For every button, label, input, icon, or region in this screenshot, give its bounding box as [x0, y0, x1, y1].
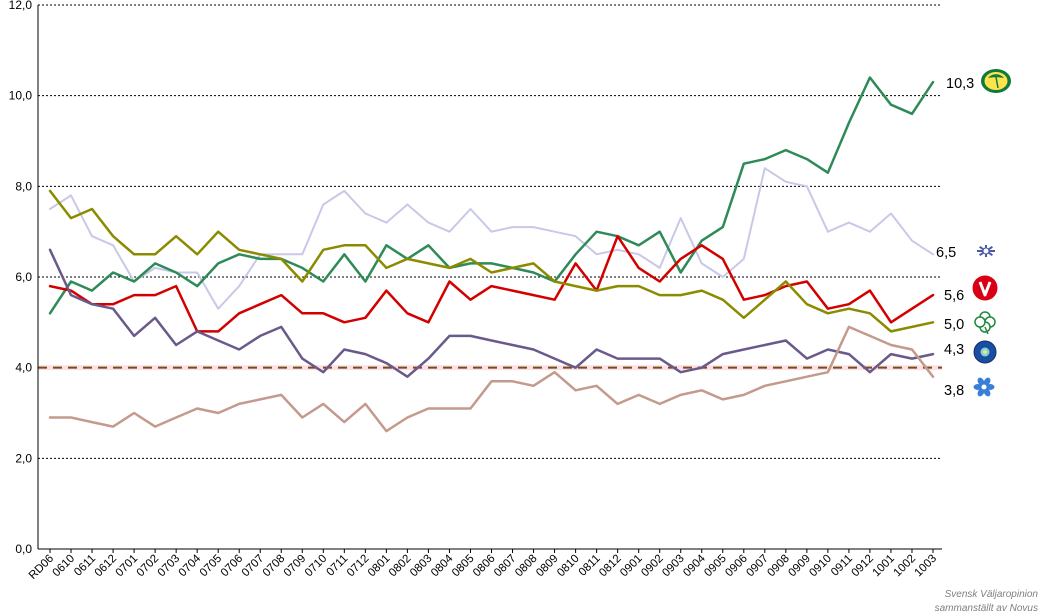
x-tick-label: 0709 [282, 553, 309, 580]
y-tick-label: 6,0 [15, 270, 32, 284]
s-icon [973, 377, 995, 397]
x-tick-label: 0901 [618, 553, 645, 580]
x-tick-label: 0806 [471, 553, 498, 580]
x-tick-label: 0809 [534, 553, 561, 580]
x-tick-label: 0910 [807, 553, 834, 580]
x-tick-label: 0810 [555, 553, 582, 580]
x-tick-label: 0811 [577, 553, 603, 579]
y-tick-label: 10,0 [9, 89, 33, 103]
end-labels: 6,5 10,3 5,6 5,0 4,3 3,8 [936, 76, 974, 399]
kd-icon [977, 245, 995, 257]
mp-icon-leaf [988, 74, 1004, 78]
y-tick-label: 12,0 [9, 0, 33, 12]
series-line [49, 167, 934, 310]
s-icon-petal [983, 388, 991, 397]
v-icon-letter [978, 281, 992, 297]
series-line [48, 76, 935, 315]
c-icon [974, 311, 996, 335]
y-tick-label: 4,0 [15, 361, 32, 375]
x-tick-label: 0706 [219, 553, 246, 580]
x-tick-label: 1002 [892, 553, 919, 580]
x-tick-label: 0905 [702, 553, 729, 580]
x-tick-label: 0703 [156, 553, 183, 580]
x-tick-label: 1003 [913, 553, 940, 580]
v-icon-circle [972, 275, 998, 301]
party-icons [972, 69, 1011, 397]
x-tick-label: 0705 [198, 553, 225, 580]
end-value-label: 4,3 [944, 342, 964, 358]
x-tick-label: 0610 [51, 553, 78, 580]
x-tick-label: 0912 [849, 553, 876, 580]
x-tick-label: 0911 [829, 553, 855, 579]
mp-icon [981, 69, 1011, 93]
x-tick-label: 0702 [135, 553, 162, 580]
end-value-label: 3,8 [944, 383, 964, 399]
credit-line-1: Svensk Väljaropinion [945, 589, 1039, 600]
x-tick-label: 0909 [786, 553, 813, 580]
s-icon-petal [977, 388, 985, 397]
x-tick-label: 0803 [408, 553, 435, 580]
x-tick-label: 0611 [72, 553, 98, 579]
y-tick-label: 2,0 [15, 451, 32, 465]
y-tick-label: 8,0 [15, 179, 32, 193]
x-tick-label: 0708 [261, 553, 288, 580]
mp-icon-stem [995, 76, 999, 89]
series-lines [48, 76, 935, 433]
series-line [48, 189, 935, 333]
c-icon-leaf [974, 316, 986, 328]
s-icon-petal [983, 377, 991, 386]
x-tick-label: 0710 [303, 553, 330, 580]
x-tick-label: 0906 [723, 553, 750, 580]
s-icon-petal [973, 384, 983, 390]
fp-icon-center [983, 350, 987, 354]
axes: 0,02,04,06,08,010,012,0RD060610061106120… [9, 0, 942, 582]
s-icon-petal [977, 377, 985, 386]
x-tick-label: 1001 [870, 553, 897, 580]
c-icon-stem [984, 326, 989, 335]
x-tick-label: RD06 [27, 553, 56, 582]
x-tick-label: 0711 [324, 553, 350, 579]
x-tick-label: 0712 [345, 553, 372, 580]
x-tick-label: 0701 [114, 553, 141, 580]
end-value-label: 5,0 [944, 317, 964, 333]
x-tick-label: 0808 [513, 553, 540, 580]
x-tick-label: 0903 [660, 553, 687, 580]
end-value-label: 5,6 [944, 288, 964, 304]
x-tick-label: 0907 [744, 553, 771, 580]
x-tick-label: 0807 [492, 553, 519, 580]
fp-icon [973, 340, 997, 364]
series-line [48, 234, 935, 333]
credit-line-2: sammanställt av Novus [935, 603, 1038, 614]
x-tick-label: 0902 [639, 553, 666, 580]
s-icon-center [981, 384, 987, 390]
v-icon [972, 275, 998, 301]
x-tick-label: 0612 [93, 553, 120, 580]
x-tick-label: 0804 [429, 552, 456, 579]
y-tick-label: 0,0 [15, 542, 32, 556]
kd-icon-center [982, 247, 990, 255]
series-line [48, 248, 935, 378]
x-tick-label: 0802 [387, 553, 414, 580]
credit: Svensk Väljaropinion sammanställt av Nov… [935, 589, 1039, 614]
gridlines [38, 4, 942, 459]
x-tick-label: 0707 [240, 553, 267, 580]
end-value-label: 6,5 [936, 245, 956, 261]
x-tick-label: 0801 [366, 553, 393, 580]
x-tick-label: 0704 [177, 552, 204, 579]
x-tick-label: 0904 [681, 552, 708, 579]
x-tick-label: 0812 [597, 553, 624, 580]
end-value-label: 10,3 [946, 76, 974, 92]
s-icon-petal [985, 384, 995, 390]
x-tick-label: 0805 [450, 553, 477, 580]
series-line [48, 325, 935, 433]
x-tick-label: 0908 [765, 553, 792, 580]
